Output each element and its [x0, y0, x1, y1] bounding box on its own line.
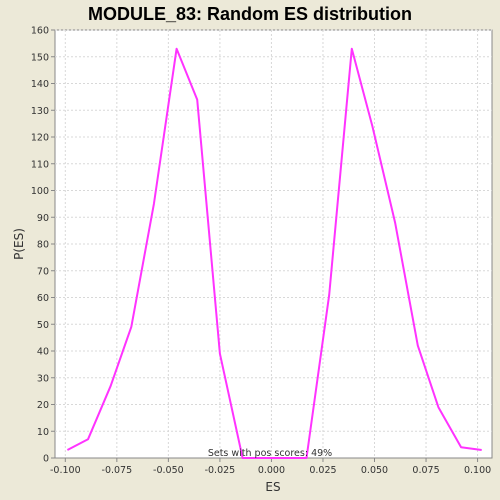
y-tick-label: 0	[43, 454, 49, 465]
y-tick-label: 70	[37, 266, 49, 277]
x-tick-label: 0.050	[361, 465, 388, 476]
y-tick-label: 50	[37, 320, 49, 331]
x-tick-label: -0.025	[205, 465, 236, 476]
series-line-0	[66, 47, 482, 459]
y-tick-label: 30	[37, 373, 49, 384]
y-tick-label: 130	[31, 106, 49, 117]
y-axis-label: P(ES)	[12, 228, 26, 260]
y-tick-label: 100	[31, 186, 49, 197]
annotation-pos-scores: Sets with pos scores: 49%	[208, 448, 332, 459]
x-tick-label: 0.100	[464, 465, 491, 476]
y-tick-label: 40	[37, 347, 49, 358]
y-tick-label: 80	[37, 240, 49, 251]
y-tick-label: 140	[31, 79, 49, 90]
y-tick-label: 10	[37, 427, 49, 438]
x-tick-label: -0.100	[50, 465, 81, 476]
grid-layer	[55, 29, 492, 458]
x-tick-label: -0.050	[153, 465, 184, 476]
x-tick-label: 0.075	[412, 465, 439, 476]
x-tick-label: 0.025	[309, 465, 336, 476]
y-tick-label: 120	[31, 133, 49, 144]
chart-title: MODULE_83: Random ES distribution	[88, 4, 412, 24]
x-tick-label: -0.075	[102, 465, 133, 476]
y-tick-label: 90	[37, 213, 49, 224]
y-tick-label: 60	[37, 293, 49, 304]
x-tick-label: 0.000	[258, 465, 285, 476]
series-layer	[66, 47, 482, 459]
x-axis-label: ES	[265, 480, 280, 494]
axes-layer: 0 10 20 30 40 50 60 70 80 90 100 110 120 130 140 150 160…	[31, 26, 491, 477]
y-tick-label: 20	[37, 400, 49, 411]
y-tick-label: 110	[31, 159, 49, 170]
y-tick-label: 150	[31, 52, 49, 63]
y-tick-label: 160	[31, 26, 49, 37]
